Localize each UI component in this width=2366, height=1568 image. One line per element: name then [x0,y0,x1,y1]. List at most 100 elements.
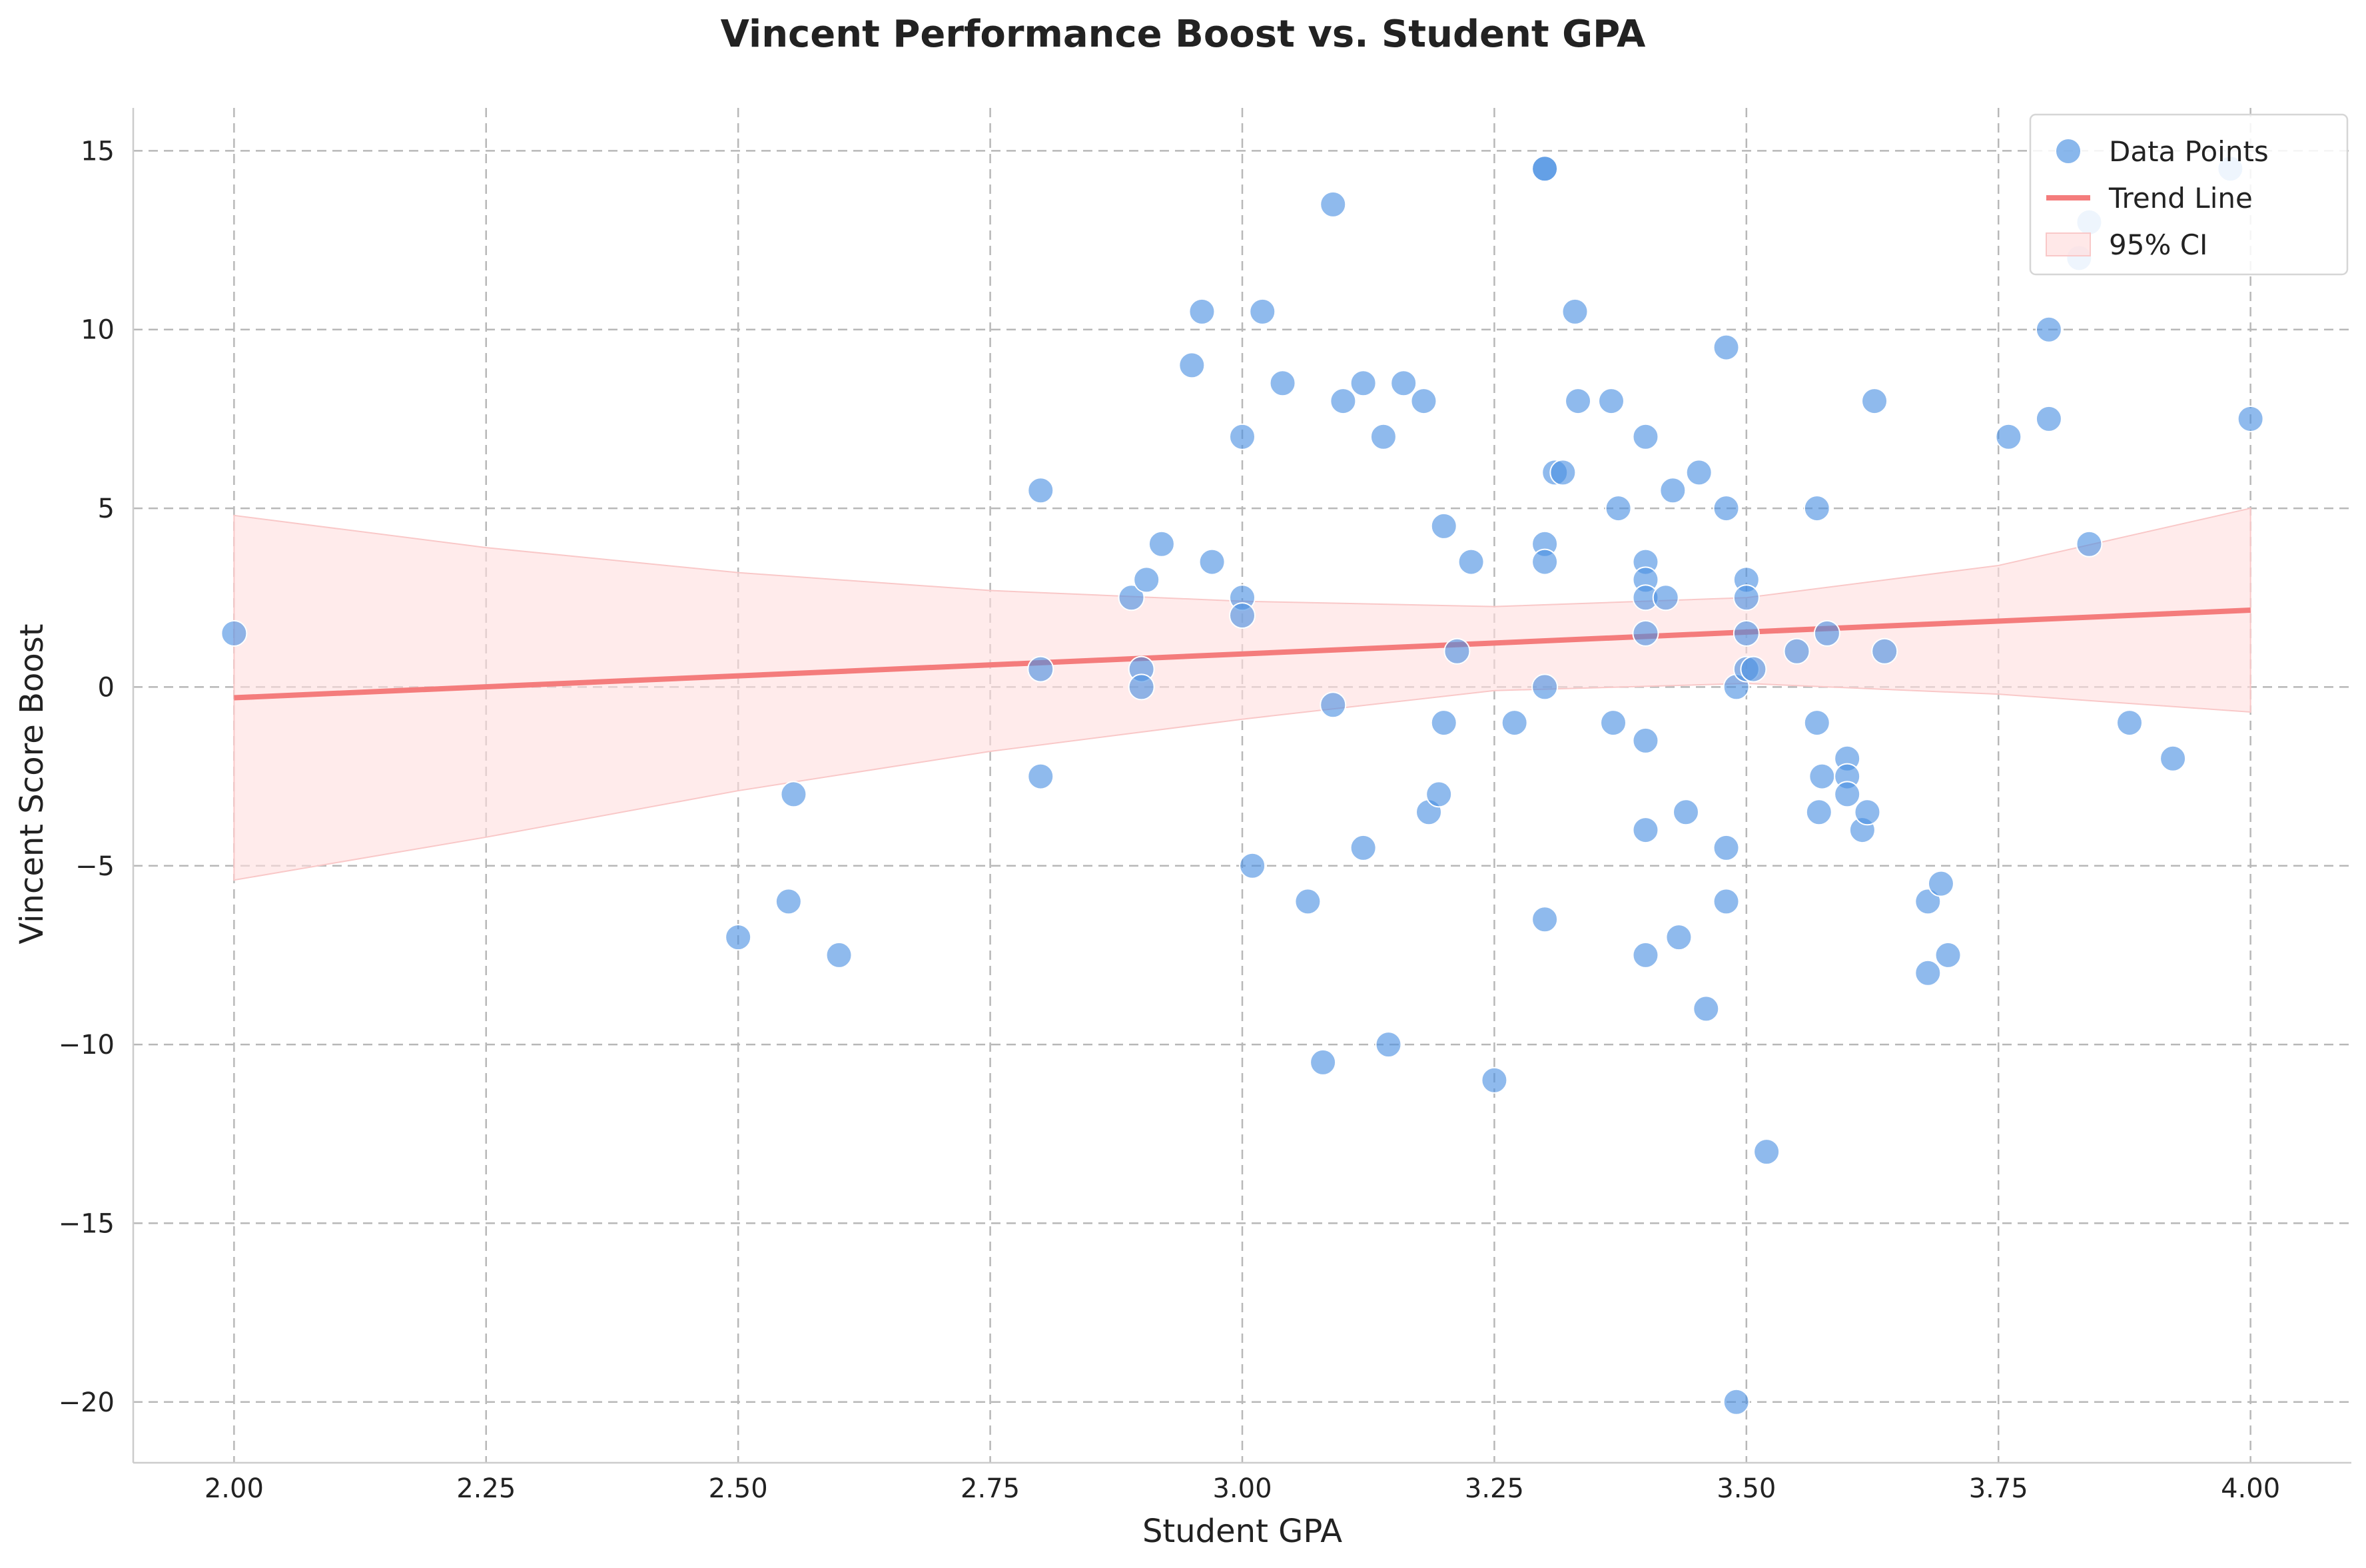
data-point [1443,637,1471,665]
data-point [1632,817,1659,844]
data-point [2035,405,2062,432]
data-point [1808,763,1836,790]
data-point [1600,709,1627,737]
data-point [1390,370,1417,397]
legend-label-ci: 95% CI [2109,228,2207,261]
data-point [1740,655,1767,683]
data-point [1330,388,1357,415]
data-point [1995,423,2022,450]
data-point [1605,495,1632,522]
axes-spines [132,108,2351,1464]
data-point [1713,495,1740,522]
data-point [1597,388,1625,415]
data-point [1320,191,1347,218]
data-point [1632,941,1659,969]
data-point [1733,619,1760,647]
data-point [775,888,802,915]
data-point [1531,906,1559,933]
data-point [1914,888,1942,915]
data-point [1549,459,1577,486]
legend-marker-ci [2046,232,2091,256]
data-point [1673,799,1699,826]
y-tick-label: −15 [59,1208,115,1239]
data-point [1665,924,1693,951]
data-point [2116,709,2143,737]
data-point [1148,530,1175,558]
x-tick-label: 2.50 [709,1473,768,1504]
data-point [1561,298,1589,325]
x-tick-label: 4.00 [2221,1473,2280,1504]
data-point [1713,888,1740,915]
data-point [1854,799,1881,826]
data-point [1249,298,1276,325]
data-point [1805,799,1832,826]
data-point [2237,405,2264,432]
data-point [1685,459,1713,486]
data-point [1871,637,1898,665]
y-tick-label: 5 [98,494,115,524]
x-tick-label: 3.75 [1969,1473,2028,1504]
y-tick-label: 10 [81,315,115,346]
data-point [1813,619,1840,647]
data-point [1632,423,1659,450]
ci-band-layer [233,507,2251,881]
data-point [1713,334,1740,361]
data-point [1632,619,1659,647]
x-tick-labels: 2.00 2.25 2.50 2.75 3.00 3.25 3.50 3.75 4.00 [204,1473,2280,1504]
data-point [1783,637,1810,665]
y-tick-label: −10 [59,1030,115,1060]
legend-label-data-points: Data Points [2109,135,2269,168]
data-point [1753,1138,1780,1166]
data-point [1269,370,1296,397]
data-point [2076,530,2103,558]
data-point [1659,477,1687,504]
data-point [1531,548,1559,576]
data-point [1481,1066,1508,1094]
y-tick-label: 0 [98,672,115,703]
data-point [2160,745,2187,772]
x-tick-label: 2.25 [456,1473,516,1504]
data-point [1370,423,1397,450]
data-point [1118,584,1145,611]
data-point [1128,673,1155,701]
data-point [1652,584,1679,611]
y-tick-label: −20 [59,1387,115,1418]
ci-band [233,507,2251,881]
data-point [1294,888,1322,915]
data-point [780,781,807,808]
data-point [1410,388,1437,415]
data-point [1350,370,1377,397]
data-point [1350,834,1377,861]
x-tick-label: 3.00 [1212,1473,1272,1504]
data-point [1713,834,1740,861]
chart-title: Vincent Performance Boost vs. Student GP… [721,13,1646,56]
data-point [1229,423,1256,450]
data-point [1178,352,1206,379]
data-point [1457,548,1485,576]
data-point [1632,727,1659,754]
x-tick-label: 2.00 [204,1473,264,1504]
x-axis-label: Student GPA [1142,1513,1342,1550]
data-point [1188,298,1216,325]
data-point [1198,548,1226,576]
data-point [1027,477,1054,504]
data-point [1133,566,1160,593]
data-point [1027,655,1054,683]
trend-line [234,607,2251,701]
data-point [1803,495,1830,522]
data-point [1803,709,1830,737]
legend-marker-data-points [2055,138,2082,165]
x-tick-label: 3.50 [1717,1473,1776,1504]
data-point [1861,388,1888,415]
legend: Data Points Trend Line 95% CI [2029,113,2349,276]
data-point [1425,781,1453,808]
data-point [1229,602,1256,629]
data-point [825,941,853,969]
data-point [1430,709,1457,737]
data-point [1565,388,1592,415]
data-point [1927,870,1954,897]
data-point [1531,673,1559,701]
data-point [1320,691,1347,719]
y-tick-label: 15 [81,136,115,167]
